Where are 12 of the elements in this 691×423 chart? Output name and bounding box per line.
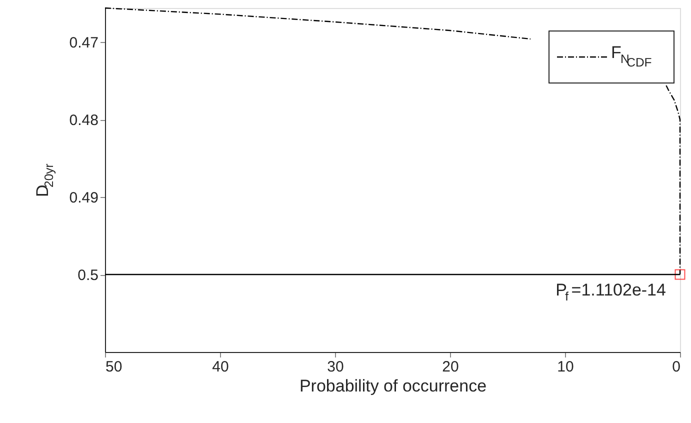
y-tick-label: 0.5: [78, 267, 98, 284]
x-tick-label: 50: [106, 358, 122, 376]
x-tick-label: 0: [672, 358, 680, 376]
y-tick-label: 0.48: [69, 112, 98, 130]
x-tick-label: 40: [212, 358, 229, 376]
x-axis-title: Probability of occurrence: [299, 376, 487, 396]
y-axis-title: D20yr: [33, 164, 56, 197]
y-tick-label: 0.47: [69, 34, 98, 52]
y-tick-label: 0.49: [69, 190, 98, 207]
x-tick-label: 30: [327, 358, 344, 376]
x-tick-label: 20: [442, 358, 459, 376]
x-tick-label: 10: [557, 358, 574, 376]
